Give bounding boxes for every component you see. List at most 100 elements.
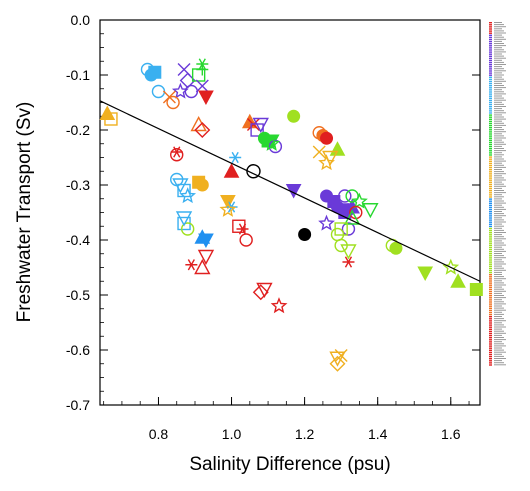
x-axis-label: Salinity Difference (psu) bbox=[189, 454, 390, 475]
x-tick-label: 0.8 bbox=[149, 426, 169, 442]
legend-marker bbox=[489, 66, 492, 68]
legend-label bbox=[494, 322, 502, 324]
legend-marker bbox=[489, 85, 492, 87]
legend-label bbox=[494, 236, 504, 238]
legend-marker bbox=[489, 112, 492, 114]
data-point bbox=[389, 241, 403, 255]
legend-marker bbox=[489, 91, 492, 93]
y-tick-label: -0.1 bbox=[66, 67, 90, 83]
legend-label bbox=[494, 34, 502, 36]
legend-label bbox=[494, 360, 502, 362]
legend-label bbox=[494, 353, 502, 355]
legend-marker bbox=[489, 137, 492, 139]
legend-label bbox=[494, 87, 506, 89]
legend-label bbox=[494, 43, 504, 44]
legend-marker bbox=[489, 259, 492, 261]
legend-marker bbox=[489, 290, 492, 293]
legend-label bbox=[494, 292, 502, 294]
legend-marker bbox=[489, 185, 492, 188]
regression-line bbox=[99, 100, 481, 282]
legend-label bbox=[494, 282, 504, 284]
legend-label bbox=[494, 248, 504, 250]
legend-label bbox=[494, 190, 504, 191]
legend-label bbox=[494, 26, 506, 28]
legend-marker bbox=[489, 360, 492, 362]
data-point bbox=[362, 203, 379, 219]
legend-label bbox=[494, 259, 502, 261]
legend-label bbox=[494, 78, 504, 80]
data-point bbox=[256, 282, 273, 298]
legend-label bbox=[494, 82, 502, 84]
legend-label bbox=[494, 166, 506, 168]
legend-label bbox=[494, 269, 506, 271]
legend-marker bbox=[489, 120, 492, 123]
legend-marker bbox=[489, 343, 492, 345]
data-point bbox=[450, 273, 466, 288]
legend-label bbox=[494, 171, 504, 173]
legend-marker bbox=[489, 89, 492, 91]
legend-label bbox=[494, 24, 504, 26]
legend-marker bbox=[489, 196, 492, 198]
y-axis-ticks: 0.0 -0.1 -0.2 -0.3 -0.4 -0.5 -0.6 -0.7 bbox=[66, 12, 480, 413]
legend-label bbox=[494, 271, 502, 273]
data-point bbox=[342, 256, 355, 268]
legend-label bbox=[494, 240, 502, 242]
legend-marker bbox=[489, 156, 492, 158]
legend-marker bbox=[489, 59, 492, 62]
legend-marker bbox=[489, 87, 492, 89]
legend-marker bbox=[489, 36, 492, 39]
y-tick-label: -0.5 bbox=[66, 287, 90, 303]
data-point bbox=[179, 187, 197, 204]
legend-marker bbox=[489, 204, 492, 207]
legend-label bbox=[494, 120, 502, 122]
legend-marker bbox=[489, 24, 492, 26]
plot-area: 0.8 1.0 1.2 1.4 1.6 0.0 -0.1 -0.2 -0.3 -0.4 -0.5 -… bbox=[66, 12, 483, 442]
legend-marker bbox=[489, 337, 492, 339]
legend-marker bbox=[489, 68, 492, 70]
legend-label bbox=[494, 200, 504, 202]
legend-label bbox=[494, 110, 504, 112]
data-point bbox=[417, 266, 434, 282]
y-tick-label: -0.4 bbox=[66, 232, 90, 248]
legend-label bbox=[494, 127, 502, 128]
legend-marker bbox=[489, 64, 492, 66]
data-point bbox=[175, 211, 193, 227]
legend-marker bbox=[489, 341, 492, 343]
legend-label bbox=[494, 324, 504, 326]
legend-label bbox=[494, 40, 502, 42]
legend-label bbox=[494, 139, 502, 141]
legend-label bbox=[494, 118, 506, 120]
legend-label bbox=[494, 223, 502, 225]
data-point bbox=[180, 222, 195, 236]
data-point bbox=[239, 233, 253, 247]
legend-marker bbox=[489, 26, 492, 28]
legend-marker bbox=[489, 263, 492, 265]
legend-label bbox=[494, 234, 502, 236]
legend-label bbox=[494, 181, 502, 183]
data-point bbox=[341, 222, 356, 236]
legend-label bbox=[494, 148, 504, 149]
legend-marker bbox=[489, 223, 492, 225]
legend-marker bbox=[489, 171, 492, 173]
legend-label bbox=[494, 145, 502, 147]
legend-label bbox=[494, 64, 506, 65]
legend-label bbox=[494, 38, 506, 40]
legend-label bbox=[494, 343, 504, 345]
legend-marker bbox=[489, 324, 492, 326]
legend-marker bbox=[489, 122, 492, 125]
legend-label bbox=[494, 28, 502, 30]
legend-label bbox=[494, 286, 502, 288]
legend-marker bbox=[489, 80, 492, 83]
legend-label bbox=[494, 51, 506, 53]
legend-marker bbox=[489, 229, 492, 232]
legend-label bbox=[494, 355, 504, 357]
legend-label bbox=[494, 229, 504, 231]
legend-marker bbox=[489, 22, 492, 24]
legend-label bbox=[494, 202, 506, 204]
legend-marker bbox=[489, 269, 492, 272]
legend-label bbox=[494, 332, 506, 334]
legend-marker bbox=[489, 297, 492, 299]
data-point bbox=[170, 146, 183, 158]
legend-label bbox=[494, 141, 504, 143]
legend-marker bbox=[489, 194, 492, 196]
